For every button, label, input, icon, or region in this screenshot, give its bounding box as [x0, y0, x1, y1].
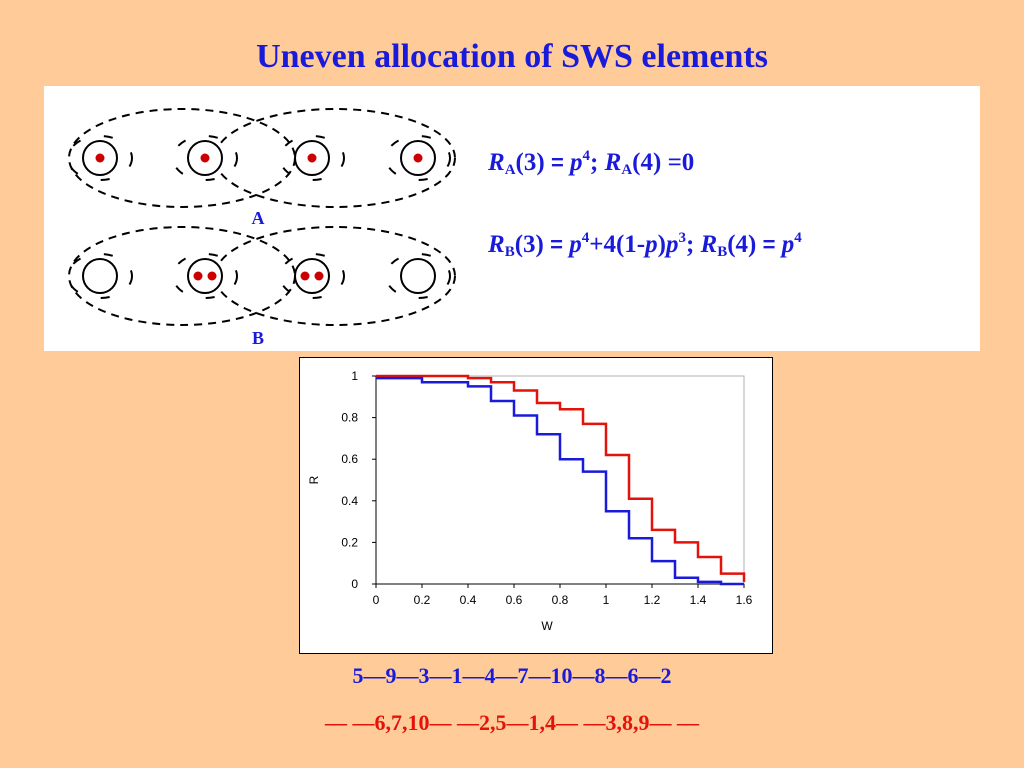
element-node-b-1	[82, 258, 118, 294]
formula-sub: A	[504, 162, 516, 178]
formula-arg: (3)	[514, 231, 544, 258]
element-dot	[307, 153, 317, 163]
node-bracket-a-3	[279, 135, 345, 181]
x-tick-label: 1.6	[736, 593, 753, 607]
node-bracket-b-3	[279, 253, 345, 299]
x-tick-label: 1.4	[690, 593, 707, 607]
formula-sub: B	[717, 244, 728, 260]
formula-eq0: =0	[667, 149, 695, 176]
element-dot	[95, 153, 105, 163]
formula-semi: ;	[590, 149, 599, 176]
y-tick-label: 0.8	[341, 411, 358, 425]
formula-exp: 3	[678, 230, 686, 246]
formula-plus: +4(1-	[589, 231, 646, 258]
node-bracket-b-4	[385, 253, 451, 299]
x-tick-label: 0.2	[414, 593, 431, 607]
blue-sequence: 5—9—3—1—4—7—10—8—6—2	[352, 663, 672, 688]
x-tick-label: 1	[603, 593, 610, 607]
y-tick-label: 0	[351, 577, 358, 591]
node-bracket-a-1	[67, 135, 133, 181]
series-line-2	[376, 376, 744, 586]
element-node-b-4	[400, 258, 436, 294]
formula-arg: (4)	[632, 149, 662, 176]
x-tick-label: 0.8	[552, 593, 569, 607]
group-ellipse-right-b	[214, 226, 456, 326]
formula-eq: =	[762, 232, 776, 257]
formula-r: R	[700, 231, 718, 258]
formula-sub: A	[621, 162, 633, 178]
label-b: B	[252, 328, 264, 348]
formula-arg: (3)	[515, 149, 545, 176]
formula-semi: ;	[685, 231, 695, 258]
formula-sub: B	[504, 244, 515, 260]
formula-p: p	[570, 149, 583, 176]
formula-close: )	[657, 231, 666, 258]
series-group	[376, 374, 746, 586]
y-tick-label: 1	[351, 369, 358, 383]
formula-p: p	[665, 231, 679, 258]
formula-eq: =	[550, 232, 563, 257]
node-bracket-b-2	[172, 253, 238, 299]
formula-exp: 4	[582, 148, 591, 164]
formula-p: p	[781, 231, 795, 258]
x-tick-label: 0.4	[460, 593, 477, 607]
diagram-panel: A B RA(3) = p4; RA(4) =0 RB(3) = p4+4(1-…	[44, 86, 980, 351]
x-tick-label: 0.6	[506, 593, 523, 607]
formula-exp: 4	[581, 230, 590, 246]
label-a: A	[252, 208, 265, 228]
node-bracket-a-2	[172, 135, 238, 181]
element-dot	[193, 271, 203, 281]
node-bracket-a-4	[385, 135, 451, 181]
slide-title: Uneven allocation of SWS elements	[256, 38, 768, 75]
element-dot	[200, 153, 210, 163]
element-dot	[314, 271, 324, 281]
x-axis-label: W	[541, 619, 553, 633]
formula-r: R	[488, 231, 505, 258]
y-tick-label: 0.2	[341, 535, 358, 549]
group-ellipse-right-a	[214, 108, 456, 208]
formula-p: p	[645, 231, 658, 258]
allocation-diagram: A B	[67, 108, 456, 348]
y-tick-label: 0.4	[341, 494, 358, 508]
chart-svg: 0 0.2 0.4 0.6 0.8 1 1.2 1.4 1.600.20.40.60.81 W …	[307, 369, 753, 633]
formula-exp: 4	[794, 230, 802, 246]
formula-p: p	[569, 231, 582, 258]
y-tick-label: 0.6	[341, 452, 358, 466]
formula-ra: RA(3) = p4; RA(4) =0	[488, 148, 694, 179]
formula-r: R	[604, 149, 622, 176]
series-line-1	[376, 374, 746, 582]
element-dot	[300, 271, 310, 281]
formula-r: R	[488, 149, 505, 176]
reliability-chart: 0 0.2 0.4 0.6 0.8 1 1.2 1.4 1.6 0 0.2 0.4 0.6 0.8 1 W …	[299, 357, 773, 654]
formula-rb: RB(3) = p4+4(1-p)p3; RB(4) = p4	[488, 230, 802, 261]
formula-eq: =	[550, 150, 564, 175]
formula-arg: (4)	[727, 231, 757, 258]
x-tick-label: 1.2	[644, 593, 661, 607]
element-node-b-2	[187, 258, 223, 294]
grouping-ellipses	[67, 108, 456, 326]
y-axis-label: R	[307, 475, 321, 484]
red-sequence: — —6,7,10— —2,5—1,4— —3,8,9— —	[325, 710, 699, 735]
x-tick-label: 0	[373, 593, 380, 607]
element-dot	[207, 271, 217, 281]
element-nodes	[82, 140, 436, 294]
element-node-b-3	[294, 258, 330, 294]
element-dot	[413, 153, 423, 163]
tick-group: 0 0.2 0.4 0.6 0.8 1 1.2 1.4 1.6 0 0.2 0.4 0.6 0.8 1	[341, 369, 752, 607]
node-bracket-b-1	[67, 253, 133, 299]
